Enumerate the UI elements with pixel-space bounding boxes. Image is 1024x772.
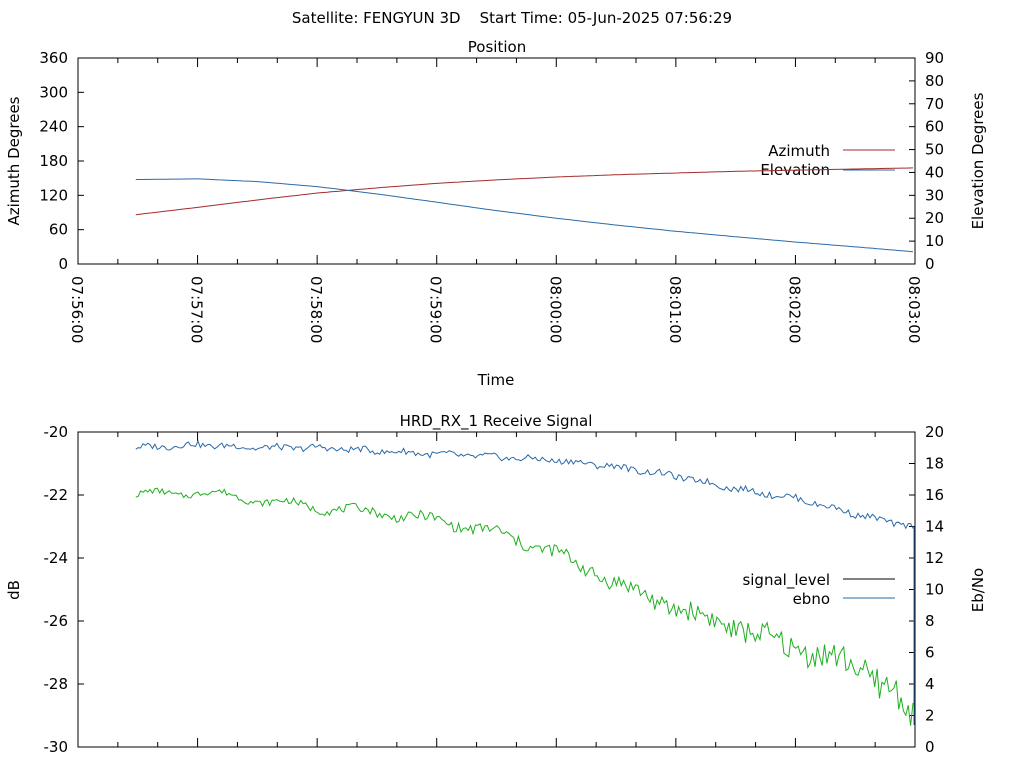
signal-y2-axis-label: Eb/No bbox=[969, 568, 987, 612]
x-tick-label: 08:01:00 bbox=[666, 276, 684, 343]
y2-tick-label: 10 bbox=[925, 232, 944, 250]
signal-y-axis-label: dB bbox=[5, 580, 23, 600]
position-chart-title: Position bbox=[468, 38, 526, 56]
y-tick-label: -26 bbox=[44, 612, 69, 630]
position-y-axis-label: Azimuth Degrees bbox=[5, 96, 23, 225]
legend-label-azimuth: Azimuth bbox=[768, 142, 830, 160]
y2-tick-label: 2 bbox=[925, 707, 935, 725]
y2-tick-label: 20 bbox=[925, 209, 944, 227]
y-tick-label: 0 bbox=[58, 255, 68, 273]
signal-plot-frame bbox=[77, 431, 916, 748]
x-tick-label: 08:02:00 bbox=[785, 276, 803, 343]
x-tick-label: 08:00:00 bbox=[546, 276, 564, 343]
x-tick-label: 07:58:00 bbox=[307, 276, 325, 343]
azimuth-line bbox=[135, 167, 914, 216]
signal-chart-title: HRD_RX_1 Receive Signal bbox=[400, 412, 593, 431]
y2-tick-label: 30 bbox=[925, 186, 944, 204]
y2-tick-label: 16 bbox=[925, 486, 944, 504]
y2-tick-label: 80 bbox=[925, 72, 944, 90]
x-tick-label: 07:57:00 bbox=[188, 276, 206, 343]
y-tick-label: 360 bbox=[39, 49, 68, 67]
x-tick-label: 07:59:00 bbox=[427, 276, 445, 343]
y-tick-label: 240 bbox=[39, 118, 68, 136]
y2-tick-label: 50 bbox=[925, 141, 944, 159]
y2-tick-label: 4 bbox=[925, 675, 935, 693]
y-tick-label: 180 bbox=[39, 152, 68, 170]
y2-tick-label: 18 bbox=[925, 455, 944, 473]
position-x-axis-label: Time bbox=[477, 371, 515, 389]
y2-tick-label: 0 bbox=[925, 738, 935, 756]
page-title: Satellite: FENGYUN 3D Start Time: 05-Jun… bbox=[292, 9, 732, 27]
y2-tick-label: 0 bbox=[925, 255, 935, 273]
y2-tick-label: 12 bbox=[925, 549, 944, 567]
y-tick-label: -24 bbox=[44, 549, 69, 567]
signal-level-line bbox=[135, 439, 914, 530]
elevation-line bbox=[135, 178, 914, 253]
y2-tick-label: 10 bbox=[925, 581, 944, 599]
y2-tick-label: 70 bbox=[925, 95, 944, 113]
x-tick-label: 07:56:00 bbox=[68, 276, 86, 343]
legend-label-ebno: ebno bbox=[793, 590, 830, 608]
ebno-line bbox=[135, 487, 914, 726]
y2-tick-label: 20 bbox=[925, 423, 944, 441]
position-chart: Position Time Azimuth Degrees Elevation … bbox=[5, 38, 987, 389]
y-tick-label: 300 bbox=[39, 83, 68, 101]
y2-tick-label: 90 bbox=[925, 49, 944, 67]
y2-tick-label: 8 bbox=[925, 612, 935, 630]
y2-tick-label: 60 bbox=[925, 118, 944, 136]
y2-tick-label: 14 bbox=[925, 518, 944, 536]
y-tick-label: -28 bbox=[44, 675, 69, 693]
y2-tick-label: 40 bbox=[925, 163, 944, 181]
y-tick-label: -22 bbox=[44, 486, 69, 504]
y-tick-label: -20 bbox=[44, 423, 69, 441]
y-tick-label: 120 bbox=[39, 186, 68, 204]
y-tick-label: -30 bbox=[44, 738, 69, 756]
x-tick-label: 08:03:00 bbox=[905, 276, 923, 343]
y2-tick-label: 6 bbox=[925, 644, 935, 662]
signal-chart: HRD_RX_1 Receive Signal dB Eb/No signal_… bbox=[5, 412, 987, 756]
y-tick-label: 60 bbox=[49, 221, 68, 239]
legend-label-signal-level: signal_level bbox=[742, 571, 830, 590]
position-y2-axis-label: Elevation Degrees bbox=[969, 92, 987, 229]
